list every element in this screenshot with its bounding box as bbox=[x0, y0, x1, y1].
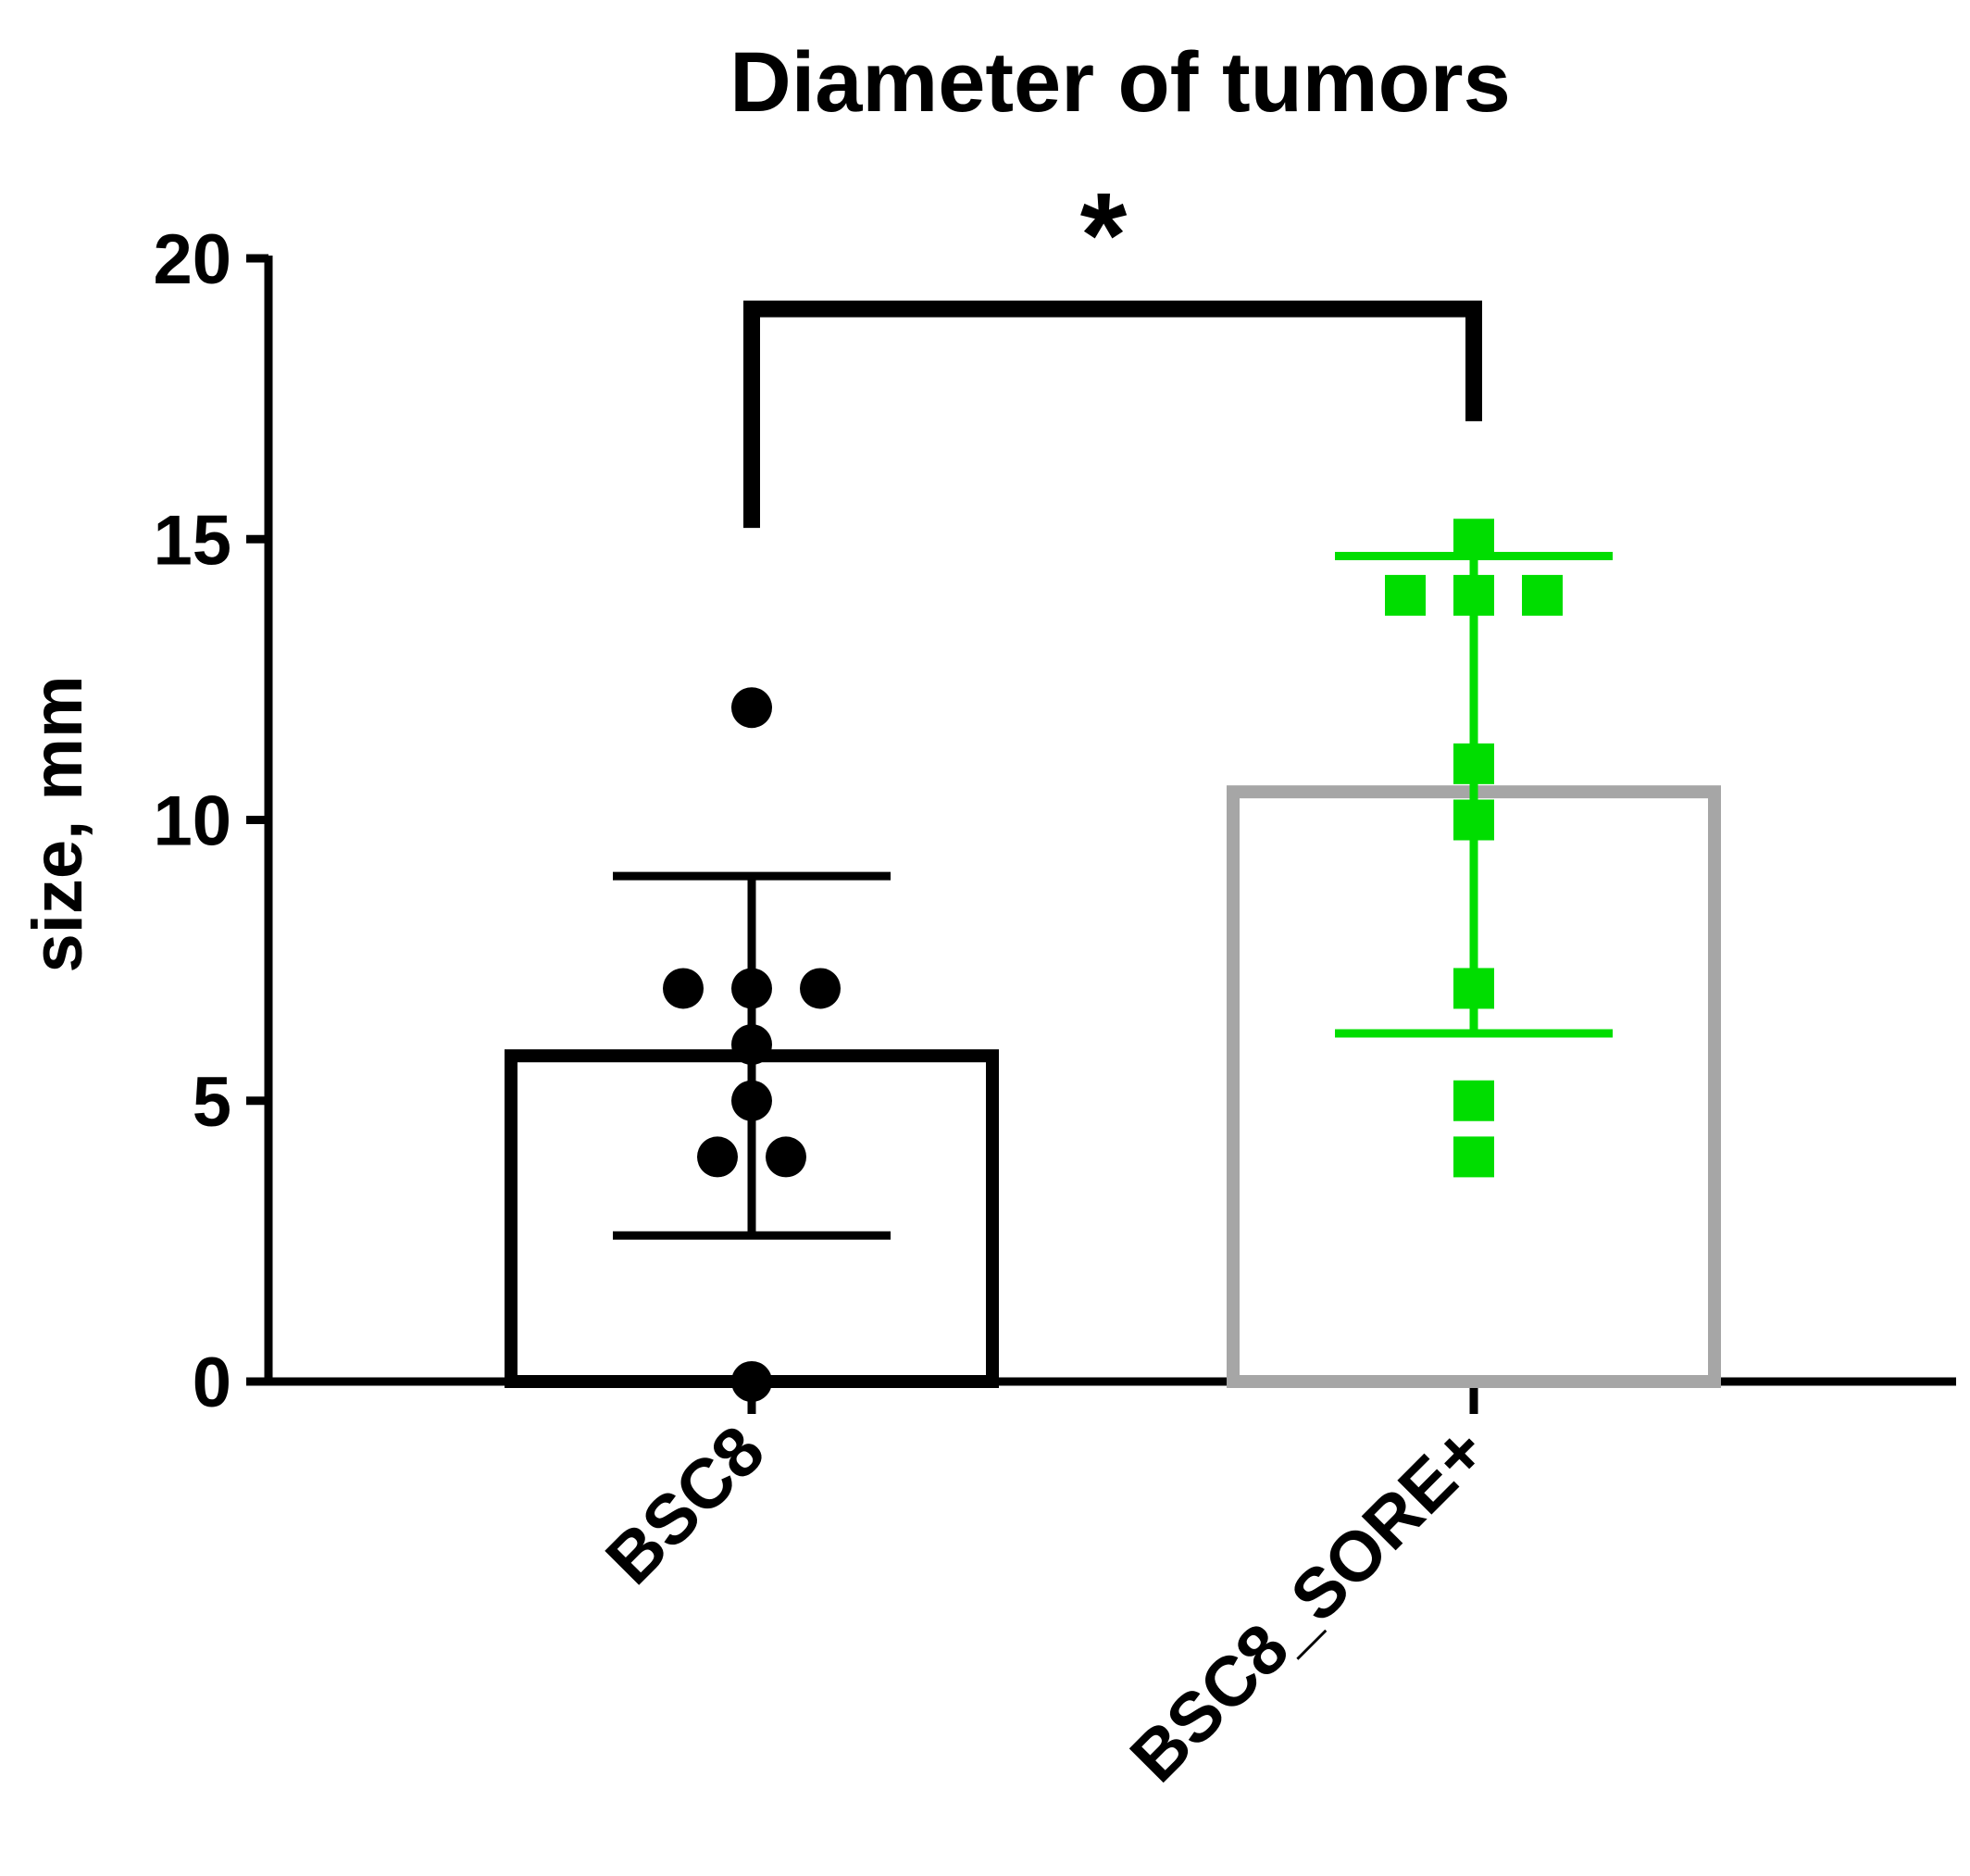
bars bbox=[505, 785, 1721, 1388]
error-bars bbox=[613, 551, 1613, 1240]
data-point bbox=[766, 1136, 806, 1178]
y-axis: 0 5 10 15 20 bbox=[153, 220, 273, 1422]
data-point bbox=[1385, 574, 1426, 616]
y-tick-label: 20 bbox=[153, 220, 231, 299]
data-point bbox=[1453, 1080, 1494, 1121]
x-tick-label: BSC8 bbox=[592, 1411, 779, 1599]
data-point bbox=[697, 1136, 738, 1178]
x-axis: BSC8 BSC8_SORE+ bbox=[265, 1377, 1956, 1797]
chart-title: Diameter of tumors bbox=[729, 35, 1511, 130]
y-tick-label: 15 bbox=[153, 501, 231, 580]
significance-bracket bbox=[743, 300, 1482, 529]
data-point bbox=[800, 968, 841, 1009]
x-tick-label: BSC8_SORE+ bbox=[1116, 1411, 1502, 1797]
y-axis-label: size, mm bbox=[19, 675, 97, 972]
significance: * bbox=[743, 168, 1482, 529]
y-tick-label: 5 bbox=[193, 1063, 231, 1142]
data-point bbox=[1453, 1136, 1494, 1178]
data-point bbox=[731, 687, 772, 729]
y-tick-label: 10 bbox=[153, 782, 231, 861]
data-point bbox=[663, 968, 704, 1009]
data-points bbox=[663, 519, 1563, 1402]
data-point bbox=[731, 1361, 772, 1402]
significance-label: * bbox=[1080, 168, 1128, 303]
y-tick-label: 0 bbox=[193, 1344, 231, 1422]
data-point bbox=[1522, 574, 1563, 616]
